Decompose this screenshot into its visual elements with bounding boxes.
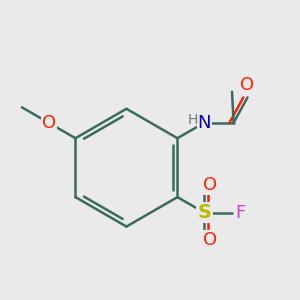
Text: N: N — [197, 114, 211, 132]
Text: S: S — [197, 203, 211, 222]
Text: O: O — [203, 231, 217, 249]
Text: H: H — [188, 113, 198, 127]
Text: F: F — [235, 204, 245, 222]
Text: O: O — [203, 176, 217, 194]
Text: O: O — [42, 114, 56, 132]
Text: O: O — [240, 76, 255, 94]
